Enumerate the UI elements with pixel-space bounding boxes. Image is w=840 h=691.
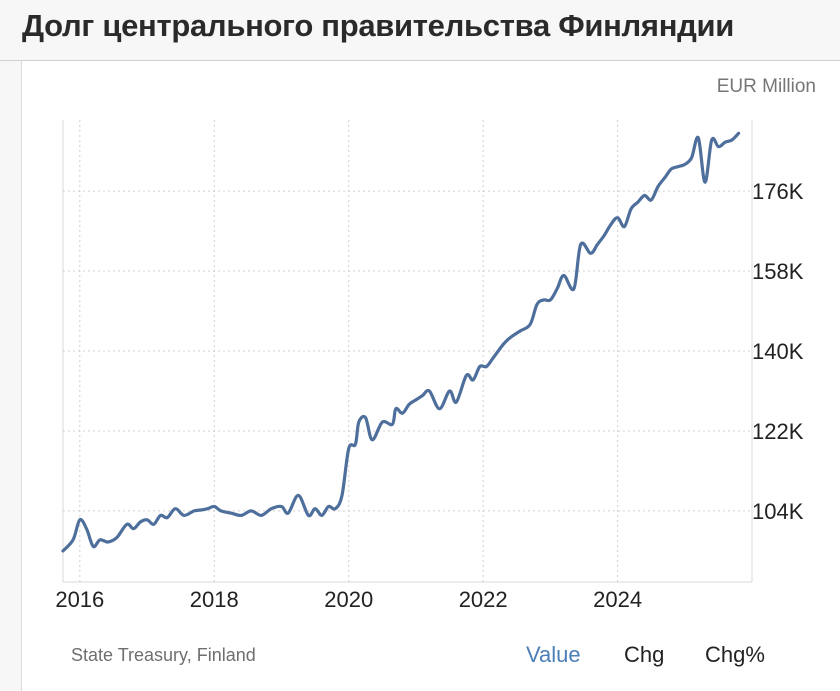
tab-chg-percent[interactable]: Chg% — [705, 642, 765, 667]
page-title: Долг центрального правительства Финлянди… — [22, 8, 735, 43]
x-tick-label: 2024 — [593, 587, 642, 612]
x-tick-label: 2018 — [190, 587, 239, 612]
x-tick-label: 2020 — [324, 587, 373, 612]
series-line — [61, 131, 741, 553]
y-tick-label: 176K — [752, 179, 804, 204]
source-label: State Treasury, Finland — [71, 645, 256, 665]
tab-value[interactable]: Value — [526, 642, 581, 667]
y-tick-label: 140K — [752, 339, 804, 364]
x-tick-label: 2022 — [459, 587, 508, 612]
y-tick-label: 158K — [752, 259, 804, 284]
y-tick-label: 122K — [752, 419, 804, 444]
y-tick-label: 104K — [752, 499, 804, 524]
page-header: Долг центрального правительства Финлянди… — [0, 0, 840, 61]
x-tick-label: 2016 — [55, 587, 104, 612]
tab-chg[interactable]: Chg — [624, 642, 665, 667]
unit-label: EUR Million — [716, 76, 816, 97]
view-tabs: Value Chg Chg% — [0, 642, 840, 672]
